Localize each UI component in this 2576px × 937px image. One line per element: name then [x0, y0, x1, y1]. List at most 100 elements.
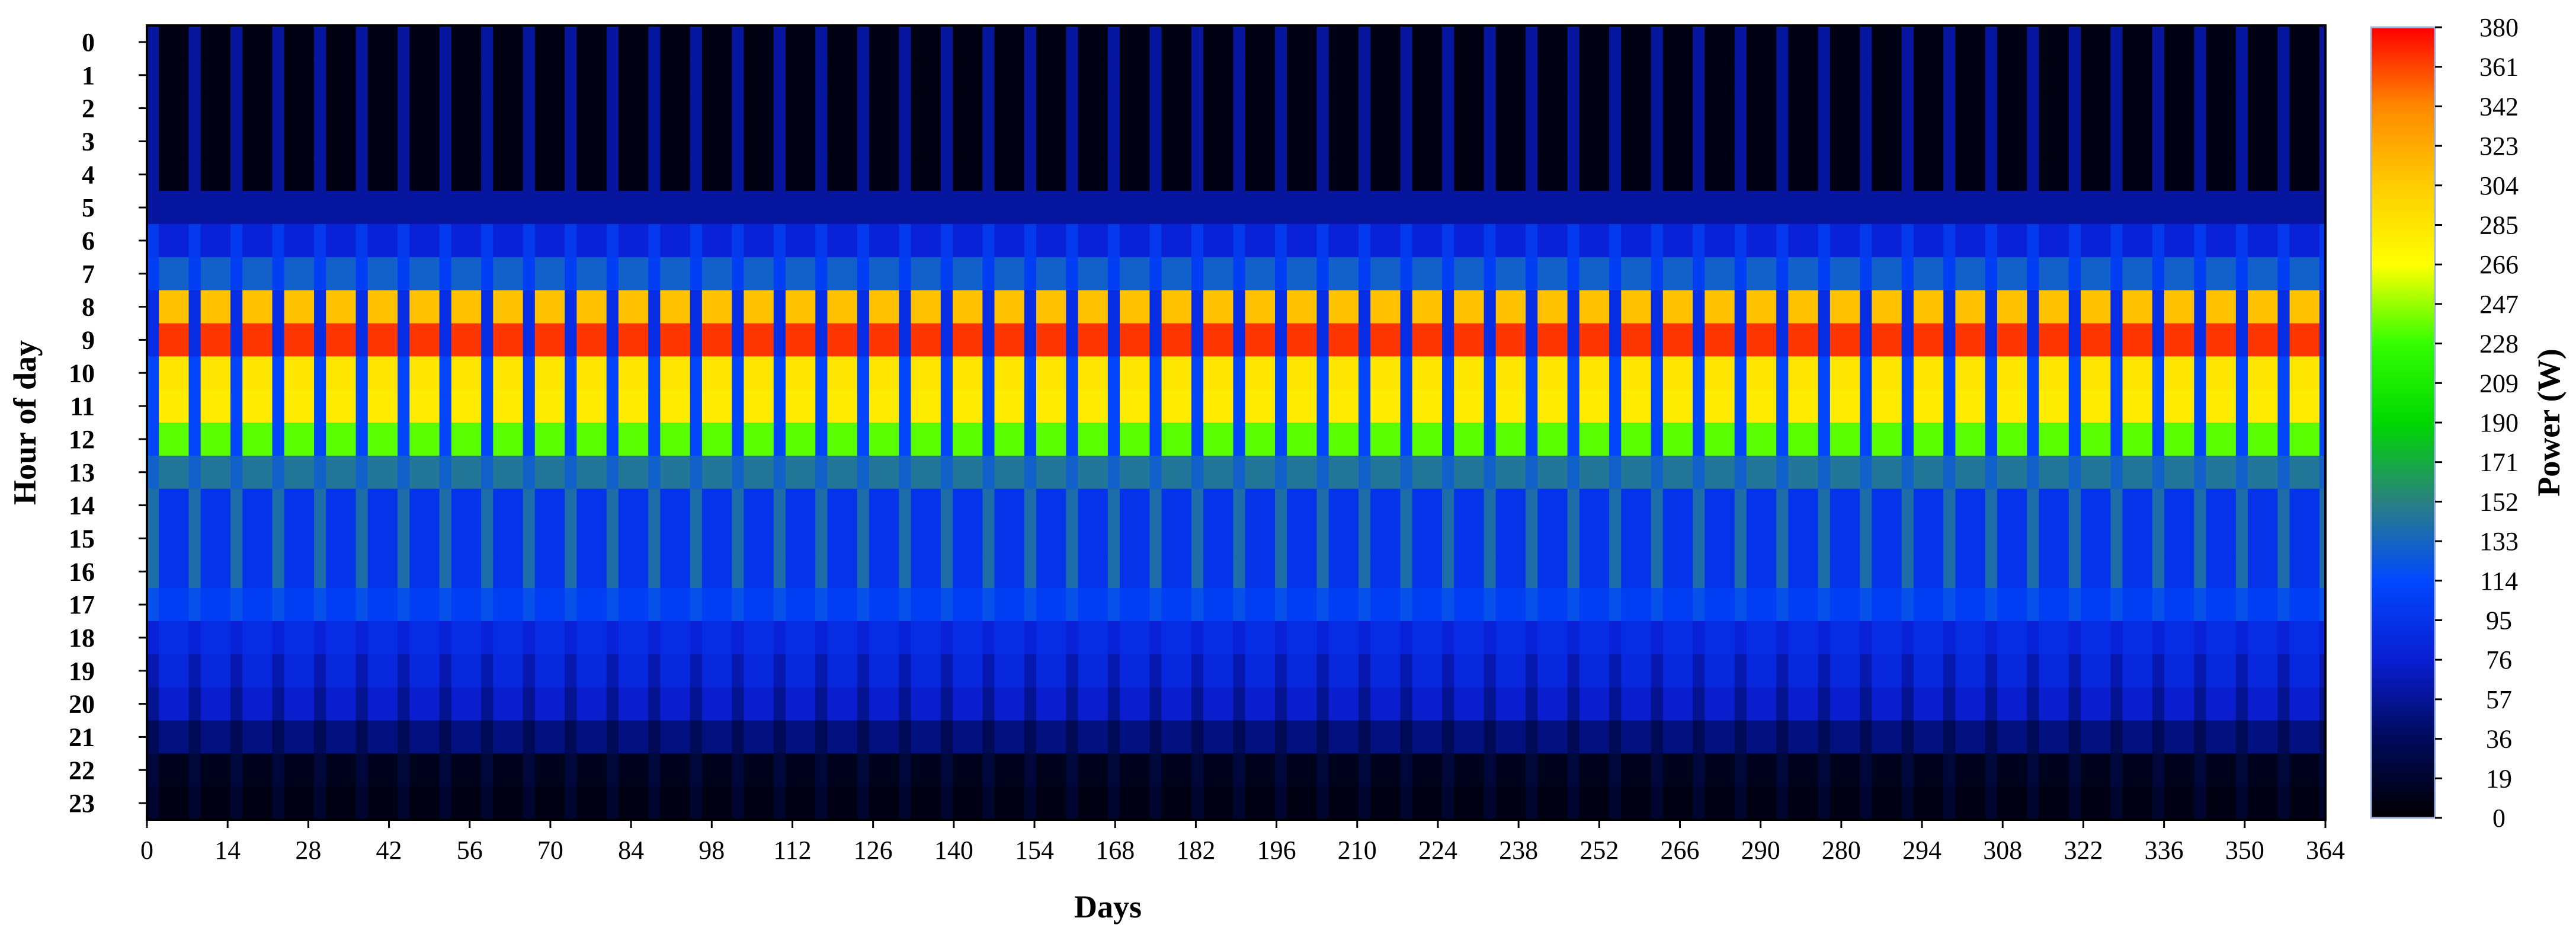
heatmap-cell: [1776, 753, 1789, 787]
heatmap-cell: [576, 621, 607, 655]
heatmap-cell: [994, 224, 1025, 258]
heatmap-cell: [439, 290, 452, 324]
heatmap-cell: [1997, 720, 2027, 754]
heatmap-cell: [1370, 25, 1401, 59]
heatmap-cell: [1776, 786, 1789, 820]
heatmap-cell: [1609, 25, 1622, 59]
heatmap-cell: [2289, 290, 2320, 324]
heatmap-cell: [1830, 786, 1860, 820]
heatmap-cell: [1567, 389, 1580, 423]
heatmap-cell: [2235, 25, 2248, 59]
heatmap-cell: [1066, 158, 1079, 191]
heatmap-cell: [701, 455, 732, 490]
heatmap-cell: [1621, 753, 1652, 787]
heatmap-cell: [982, 522, 995, 555]
heatmap-cell: [1860, 290, 1872, 324]
heatmap-cell: [2039, 191, 2069, 225]
heatmap-cell: [534, 290, 565, 324]
heatmap-cell: [1316, 224, 1329, 258]
heatmap-cell: [2080, 455, 2111, 490]
heatmap-cell: [899, 621, 912, 655]
heatmap-cell: [1400, 654, 1413, 688]
heatmap-cell: [1442, 124, 1454, 158]
colorbar-tick-label: 95: [2486, 606, 2512, 635]
heatmap-cell: [1120, 389, 1151, 423]
heatmap-cell: [1287, 356, 1318, 390]
heatmap-cell: [1526, 257, 1538, 291]
heatmap-cell: [1400, 588, 1413, 622]
heatmap-cell: [1830, 455, 1860, 490]
heatmap-cell: [1400, 555, 1413, 589]
heatmap-cell: [1245, 191, 1276, 225]
heatmap-cell: [493, 621, 524, 655]
heatmap-cell: [1651, 488, 1664, 523]
heatmap-cell: [1328, 720, 1359, 754]
heatmap-cell: [1860, 323, 1872, 357]
x-tick-label: 196: [1257, 836, 1296, 865]
heatmap-cell: [1776, 323, 1789, 357]
heatmap-cell: [1567, 488, 1580, 523]
heatmap-cell: [230, 257, 243, 291]
heatmap-cell: [2039, 455, 2069, 490]
heatmap-cell: [1651, 124, 1664, 158]
heatmap-cell: [1872, 455, 1902, 490]
heatmap-cell: [1370, 323, 1401, 357]
heatmap-cell: [1997, 356, 2027, 390]
y-tick-label: 16: [69, 557, 95, 586]
heatmap-cell: [1245, 423, 1276, 456]
heatmap-cell: [2027, 654, 2040, 688]
heatmap-cell: [451, 720, 482, 754]
heatmap-cell: [1454, 323, 1485, 357]
heatmap-cell: [618, 522, 649, 555]
heatmap-cell: [732, 621, 744, 655]
heatmap-cell: [1066, 786, 1079, 820]
heatmap-cell: [230, 191, 243, 225]
heatmap-cell: [1484, 786, 1497, 820]
x-tick-label: 56: [457, 836, 483, 865]
heatmap-cell: [2068, 191, 2081, 225]
heatmap-cell: [2206, 588, 2237, 622]
heatmap-cell: [952, 257, 983, 291]
heatmap-cell: [982, 356, 995, 390]
heatmap-cell: [2206, 158, 2237, 191]
heatmap-cell: [2235, 687, 2248, 721]
heatmap-cell: [1495, 687, 1526, 721]
heatmap-cell: [911, 588, 941, 622]
heatmap-cell: [1078, 25, 1108, 59]
colorbar-label: Power (W): [2531, 348, 2567, 496]
heatmap-cell: [618, 91, 649, 126]
heatmap-cell: [1107, 356, 1120, 390]
heatmap-cell: [565, 124, 577, 158]
heatmap-cell: [1913, 323, 1944, 357]
heatmap-cell: [1788, 753, 1819, 787]
heatmap-cell: [911, 786, 941, 820]
heatmap-cell: [701, 257, 732, 291]
heatmap-cell: [773, 720, 786, 754]
heatmap-cell: [2319, 522, 2326, 555]
heatmap-cell: [1442, 786, 1454, 820]
heatmap-cell: [1149, 257, 1162, 291]
heatmap-cell: [1120, 323, 1151, 357]
heatmap-cell: [576, 488, 607, 523]
heatmap-cell: [1245, 455, 1276, 490]
heatmap-cell: [1943, 621, 1956, 655]
x-tick-label: 182: [1176, 836, 1215, 865]
heatmap-cell: [1609, 224, 1622, 258]
heatmap-cell: [1734, 753, 1747, 787]
heatmap-cell: [1107, 753, 1120, 787]
heatmap-cell: [1274, 224, 1287, 258]
heatmap-cell: [314, 488, 326, 523]
heatmap-cell: [200, 654, 231, 688]
heatmap-cell: [744, 455, 774, 490]
heatmap-cell: [744, 389, 774, 423]
heatmap-cell: [1579, 786, 1610, 820]
heatmap-cell: [1621, 488, 1652, 523]
heatmap-cell: [1818, 687, 1831, 721]
heatmap-cell: [2080, 522, 2111, 555]
heatmap-cell: [618, 720, 649, 754]
heatmap-cell: [2152, 588, 2165, 622]
colorbar-tick-label: 209: [2479, 369, 2519, 398]
heatmap-cell: [618, 389, 649, 423]
heatmap-cell: [1704, 488, 1735, 523]
heatmap-cell: [2319, 423, 2326, 456]
